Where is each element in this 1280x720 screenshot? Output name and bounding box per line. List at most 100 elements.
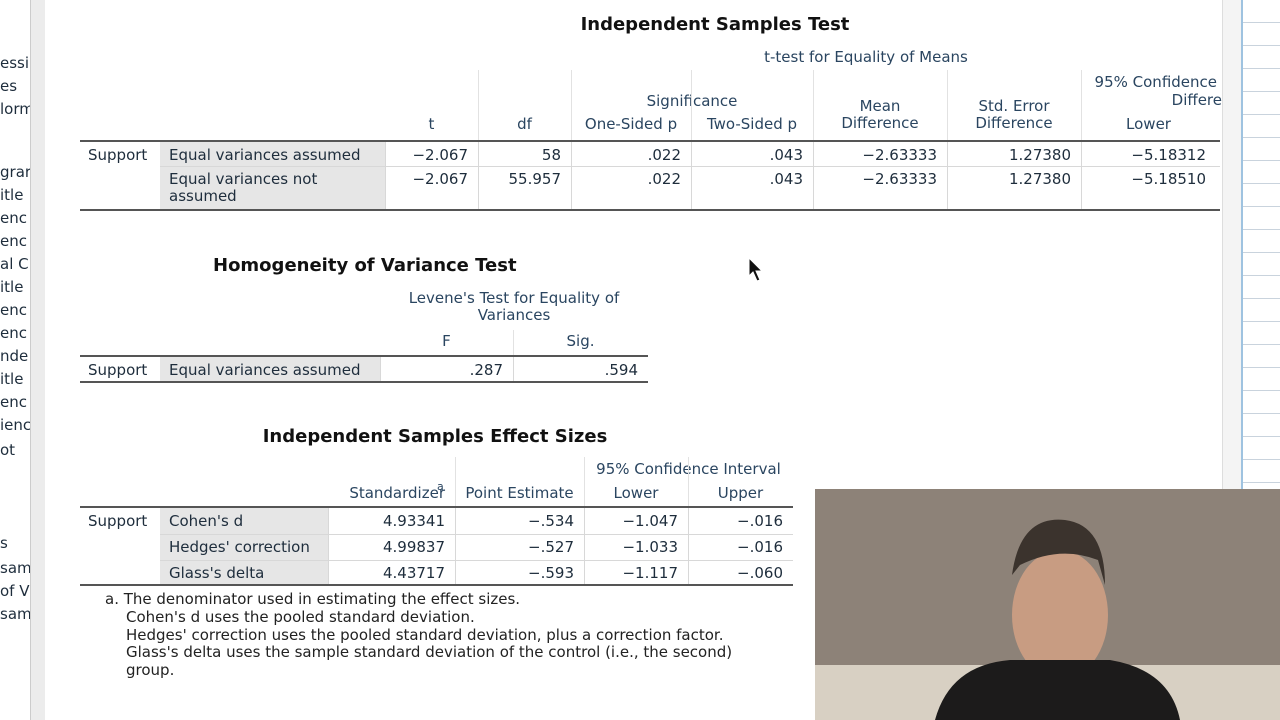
cell-border (328, 534, 329, 560)
row-group: Support (88, 512, 148, 530)
sidebar (0, 0, 30, 720)
cell: −.016 (737, 512, 783, 530)
cell-border (691, 166, 692, 209)
column-header: Lower (1126, 115, 1171, 133)
sidebar-item: ot (0, 442, 16, 459)
label-cell-bg (160, 142, 385, 166)
cell: −5.18312 (1131, 146, 1206, 164)
cell: .594 (604, 361, 638, 379)
cell-border (455, 560, 456, 585)
cell-border (691, 142, 692, 166)
cell-border (1081, 142, 1082, 166)
cell-border (947, 142, 948, 166)
sidebar-item: enc (0, 394, 27, 411)
sidebar-item: s (0, 535, 8, 552)
table-rule (80, 209, 1220, 211)
cell: 4.93341 (382, 512, 445, 530)
cell: 55.957 (508, 170, 562, 188)
footnote-mark: a (437, 480, 444, 493)
sidebar-item: al C (0, 256, 29, 273)
cell-border (688, 560, 689, 585)
cell: −.016 (737, 538, 783, 556)
cell: 4.99837 (382, 538, 445, 556)
row-border (160, 534, 793, 535)
cell: −2.067 (412, 170, 468, 188)
cell-border (513, 357, 514, 381)
header-border (688, 457, 689, 507)
header-border (513, 330, 514, 357)
cell-border (584, 508, 585, 534)
row-label: Cohen's d (169, 512, 244, 530)
footnote: a. The denominator used in estimating th… (105, 590, 521, 608)
cell-border (584, 534, 585, 560)
table-title: Homogeneity of Variance Test (213, 255, 517, 276)
cell-border (478, 166, 479, 209)
cell-border (813, 166, 814, 209)
column-header: t (428, 115, 435, 133)
footnote: Hedges' correction uses the pooled stand… (126, 625, 724, 644)
header-border (571, 70, 572, 141)
header-border (813, 70, 814, 141)
header-border (455, 457, 456, 507)
column-header: Upper (717, 484, 764, 502)
column-header: Sig. (566, 332, 595, 350)
row-label: Hedges' correction (169, 538, 310, 556)
cell: 58 (541, 146, 561, 164)
cell-border (455, 508, 456, 534)
column-header: One-Sided p (584, 115, 678, 133)
row-group: Support (88, 361, 148, 379)
sidebar-item: enc (0, 210, 27, 227)
row-border (160, 166, 1220, 167)
sidebar-item: nde (0, 348, 29, 365)
cell: .287 (469, 361, 503, 379)
cell-border (571, 166, 572, 209)
cell-border (584, 560, 585, 585)
splitter[interactable] (30, 0, 45, 720)
cell: .022 (647, 146, 681, 164)
cell-border (813, 142, 814, 166)
header-rule (80, 140, 1220, 142)
cell-border (455, 534, 456, 560)
cell-border (947, 166, 948, 209)
cell: −.527 (528, 538, 574, 556)
cell-border (328, 560, 329, 585)
cell: .022 (647, 170, 681, 188)
label-cell-bg (160, 357, 380, 381)
row-border (160, 560, 793, 561)
cell: −1.047 (622, 512, 678, 530)
cell: 4.43717 (382, 564, 445, 582)
cell-border (385, 142, 386, 166)
cell: −1.033 (622, 538, 678, 556)
cell: .043 (769, 170, 803, 188)
cell-border (688, 508, 689, 534)
cell-border (385, 166, 386, 209)
footnote: group. (126, 661, 175, 680)
header-rule (80, 506, 793, 508)
sidebar-item: itle (0, 279, 24, 296)
column-header: Std. Error Difference (975, 97, 1053, 132)
group-header: Differe (1171, 92, 1222, 109)
group-header: Significance (571, 93, 813, 110)
cell-border (478, 142, 479, 166)
cell-border (328, 508, 329, 534)
table-title: Independent Samples Test (580, 14, 850, 35)
cell-border (1081, 166, 1082, 209)
header-rule (80, 355, 648, 357)
cell: −.060 (737, 564, 783, 582)
group-header: Levene's Test for Equality of Variances (408, 289, 620, 324)
label-cell-bg (160, 560, 328, 585)
sidebar-item: es (0, 78, 18, 95)
group-header: 95% Confidence (1094, 73, 1217, 91)
footnote: Cohen's d uses the pooled standard devia… (126, 607, 475, 626)
sidebar-item: grar (0, 164, 30, 181)
header-border (691, 70, 692, 141)
cell: −2.63333 (862, 146, 937, 164)
column-header: Point Estimate (465, 484, 574, 502)
column-header: F (442, 332, 451, 350)
header-border (584, 457, 585, 507)
cell: −.534 (528, 512, 574, 530)
cell-border (380, 357, 381, 381)
column-header: Mean Difference (841, 97, 919, 132)
cursor (748, 256, 764, 282)
sidebar-item: enc (0, 325, 27, 342)
